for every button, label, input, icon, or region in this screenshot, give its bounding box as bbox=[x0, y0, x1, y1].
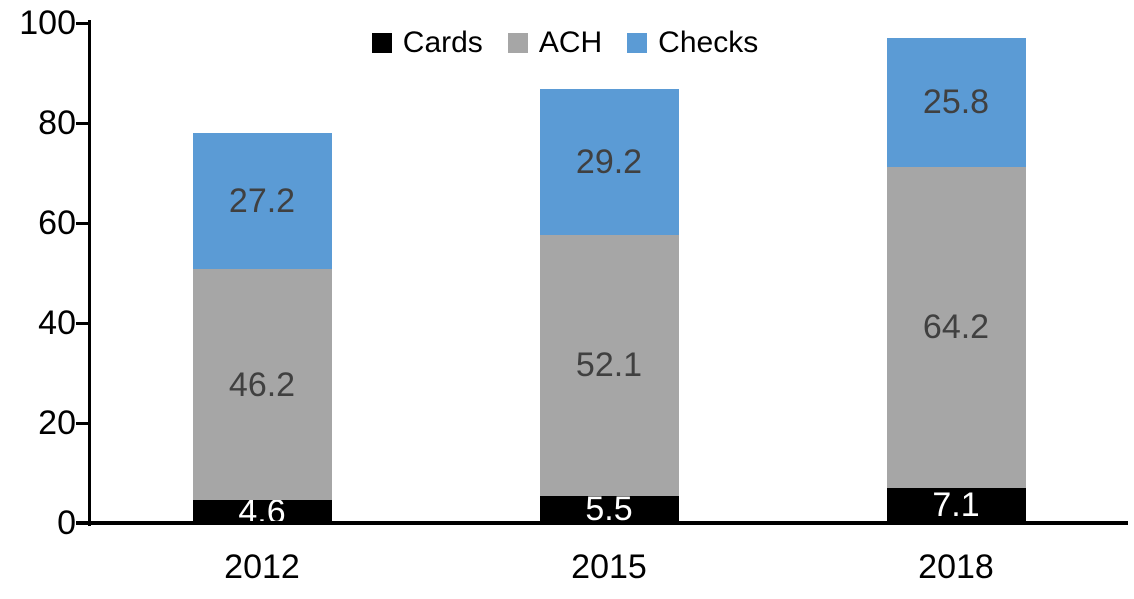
y-tick-mark-60 bbox=[76, 222, 88, 225]
x-axis-line bbox=[76, 521, 1128, 525]
bar-value-label-2015-checks: 29.2 bbox=[575, 143, 643, 181]
bar-segment-2012-cards: 4.6 bbox=[192, 495, 332, 529]
y-tick-mark-80 bbox=[76, 122, 88, 125]
y-tick-label-0: 0 bbox=[57, 504, 76, 542]
bar-value-label-2018-ach: 64.2 bbox=[922, 308, 990, 346]
y-tick-label-60: 60 bbox=[38, 204, 76, 242]
x-category-label-2018: 2018 bbox=[918, 548, 994, 586]
legend-item-ach: ACH bbox=[507, 26, 603, 60]
bar-segment-2018-ach: 64.2 bbox=[886, 166, 1026, 488]
legend-item-checks: Checks bbox=[627, 26, 758, 60]
bar-segment-2015-checks: 29.2 bbox=[539, 89, 679, 235]
x-category-label-2012: 2012 bbox=[224, 548, 300, 586]
legend-label-cards: Cards bbox=[402, 26, 483, 59]
bar-segment-2015-cards: 5.5 bbox=[539, 492, 679, 526]
bar-value-label-2018-checks: 25.8 bbox=[922, 83, 990, 121]
y-tick-label-100: 100 bbox=[19, 4, 76, 42]
y-tick-label-20: 20 bbox=[38, 404, 76, 442]
bar-value-label-2018-cards: 7.1 bbox=[932, 486, 980, 525]
legend-swatch-checks-icon bbox=[627, 33, 648, 53]
y-axis-line bbox=[88, 20, 91, 526]
bar-segment-2012-ach: 46.2 bbox=[192, 269, 332, 500]
legend-swatch-ach-icon bbox=[507, 33, 528, 53]
legend-item-cards: Cards bbox=[371, 26, 483, 60]
x-category-label-2015: 2015 bbox=[571, 548, 647, 586]
chart-legend: Cards ACH Checks bbox=[0, 26, 1130, 60]
y-tick-label-80: 80 bbox=[38, 104, 76, 142]
bar-segment-2015-ach: 52.1 bbox=[539, 235, 679, 496]
bar-segment-2018-cards: 7.1 bbox=[886, 486, 1026, 525]
legend-label-ach: ACH bbox=[538, 26, 603, 59]
bar-segment-2012-checks: 27.2 bbox=[192, 133, 332, 269]
legend-swatch-cards-icon bbox=[371, 33, 392, 53]
bar-value-label-2015-ach: 52.1 bbox=[575, 346, 643, 385]
legend-label-checks: Checks bbox=[658, 26, 759, 59]
y-tick-mark-20 bbox=[76, 422, 88, 425]
y-tick-label-40: 40 bbox=[38, 304, 76, 342]
y-tick-mark-40 bbox=[76, 322, 88, 325]
bar-value-label-2012-ach: 46.2 bbox=[228, 365, 296, 404]
bar-segment-2018-checks: 25.8 bbox=[886, 37, 1026, 167]
bar-value-label-2015-cards: 5.5 bbox=[585, 490, 633, 529]
y-tick-mark-100 bbox=[76, 22, 88, 25]
bar-value-label-2012-checks: 27.2 bbox=[228, 182, 296, 220]
